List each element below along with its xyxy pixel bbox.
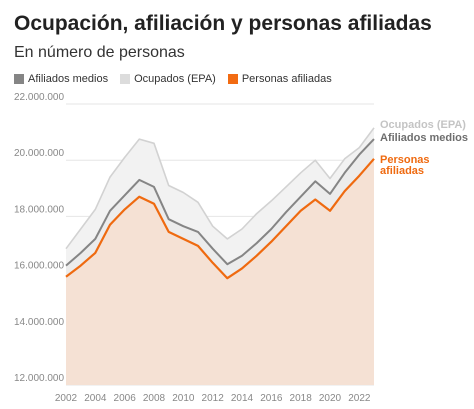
x-tick-label: 2010 bbox=[172, 393, 195, 404]
chart-title: Ocupación, afiliación y personas afiliad… bbox=[14, 12, 432, 35]
y-tick-label: 12.000.000 bbox=[14, 373, 64, 384]
x-tick-label: 2004 bbox=[84, 393, 107, 404]
legend-label-afiliados-medios: Afiliados medios bbox=[28, 73, 109, 85]
series-label-personas-afiliadas: Personas afiliadas bbox=[380, 154, 430, 177]
y-tick-label: 22.000.000 bbox=[14, 92, 64, 103]
x-tick-label: 2014 bbox=[231, 393, 254, 404]
area-band-ocupados bbox=[66, 127, 374, 266]
y-tick-label: 14.000.000 bbox=[14, 317, 64, 328]
chart-legend: Afiliados medios Ocupados (EPA) Personas… bbox=[14, 73, 332, 85]
line-ocupados-epa bbox=[65, 127, 375, 250]
legend-swatch-personas-afiliadas bbox=[227, 74, 238, 84]
legend-swatch-afiliados-medios bbox=[14, 74, 24, 84]
series-label-personas-afiliadas-line: Personas bbox=[380, 154, 430, 166]
series-label-afiliados-medios-line: Afiliados medios bbox=[380, 132, 468, 144]
x-tick-label: 2006 bbox=[114, 393, 137, 404]
y-tick-label: 16.000.000 bbox=[14, 261, 64, 272]
line-personas-afiliadas bbox=[65, 158, 375, 280]
x-tick-label: 2016 bbox=[260, 393, 283, 404]
y-tick-label: 18.000.000 bbox=[14, 204, 64, 215]
x-tick-label: 2012 bbox=[202, 393, 225, 404]
series-label-personas-afiliadas-line: afiliadas bbox=[380, 165, 424, 177]
x-tick-label: 2022 bbox=[348, 393, 371, 404]
x-tick-label: 2018 bbox=[290, 393, 313, 404]
legend-swatch-ocupados-epa bbox=[120, 74, 131, 84]
series-label-ocupados-epa-line: Ocupados (EPA) bbox=[380, 119, 466, 131]
chart-subtitle: En número de personas bbox=[14, 44, 185, 61]
x-tick-label: 2020 bbox=[319, 393, 342, 404]
series-label-afiliados-medios: Afiliados medios bbox=[380, 132, 468, 144]
series-label-ocupados-epa: Ocupados (EPA) bbox=[380, 119, 466, 131]
x-tick-label: 2002 bbox=[55, 393, 78, 404]
legend-item-afiliados-medios: Afiliados medios bbox=[14, 73, 108, 85]
legend-item-personas-afiliadas: Personas afiliadas bbox=[227, 73, 332, 85]
x-tick-label: 2008 bbox=[143, 393, 166, 404]
legend-label-personas-afiliadas: Personas afiliadas bbox=[241, 73, 332, 85]
y-tick-label: 20.000.000 bbox=[14, 148, 64, 159]
legend-label-ocupados-epa: Ocupados (EPA) bbox=[134, 73, 216, 85]
legend-item-ocupados-epa: Ocupados (EPA) bbox=[120, 73, 216, 85]
line-afiliados-medios bbox=[65, 138, 375, 267]
